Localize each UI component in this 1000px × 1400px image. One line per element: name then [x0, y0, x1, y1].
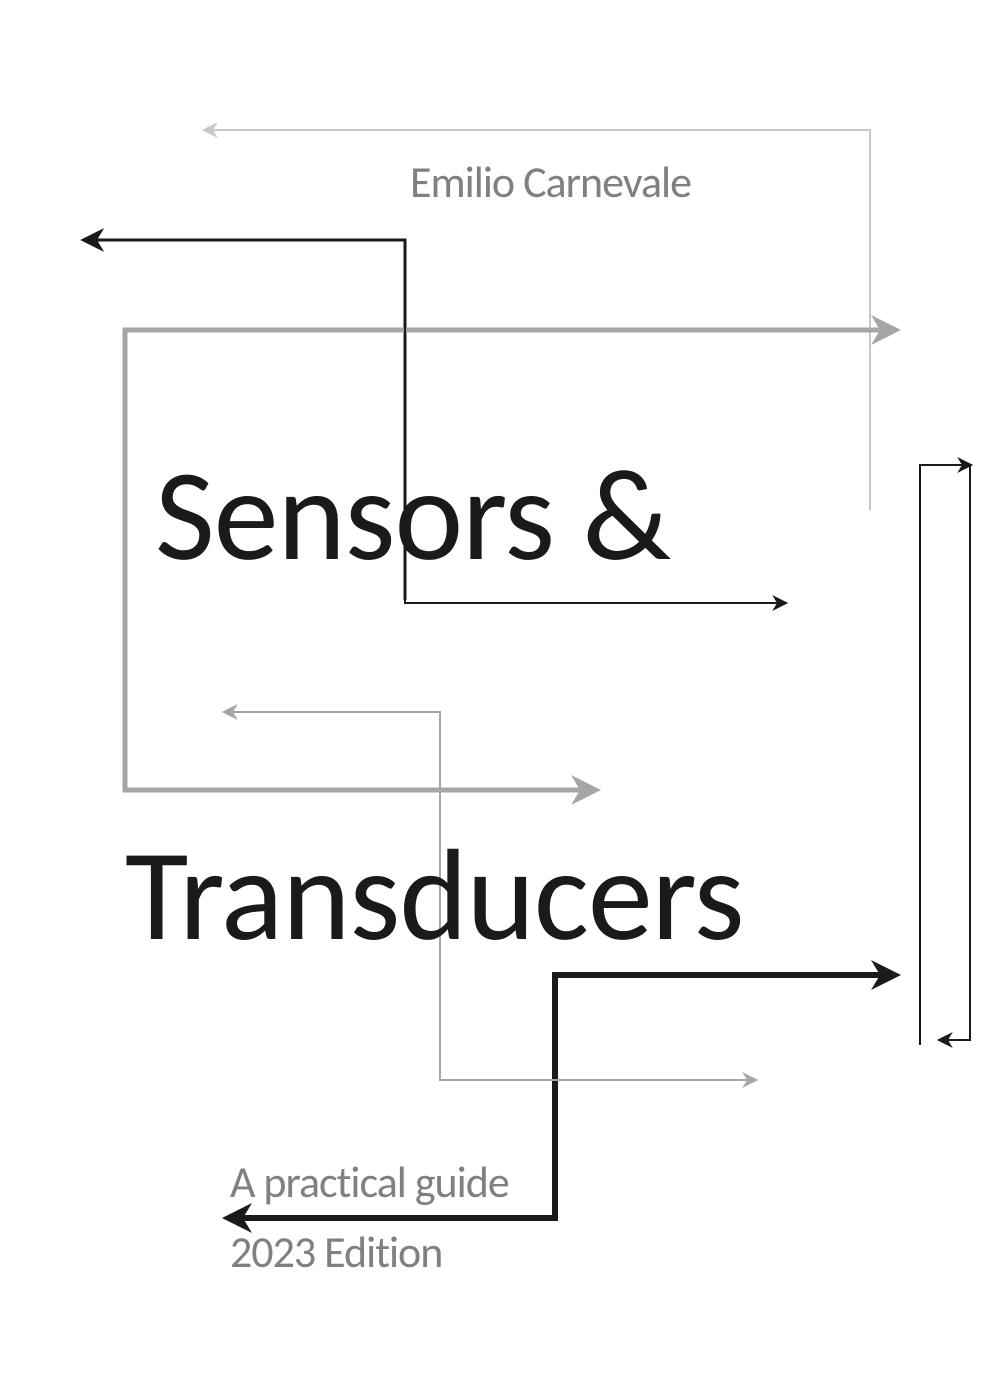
arrow-thick-black-bottom-right [555, 975, 895, 1218]
title-line-2: Transducers [125, 815, 744, 974]
subtitle-line-1: A practical guide [230, 1155, 509, 1209]
arrow-gray-mid-double [225, 712, 440, 738]
author-name: Emilio Carnevale [410, 155, 691, 209]
title-line-1: Sensors & [155, 435, 670, 594]
arrow-black-right-up [920, 465, 970, 1045]
arrow-black-right-down [940, 465, 970, 1040]
subtitle-line-2: 2023 Edition [230, 1225, 442, 1279]
book-cover: Emilio Carnevale Sensors & Transducers A… [0, 0, 1000, 1400]
